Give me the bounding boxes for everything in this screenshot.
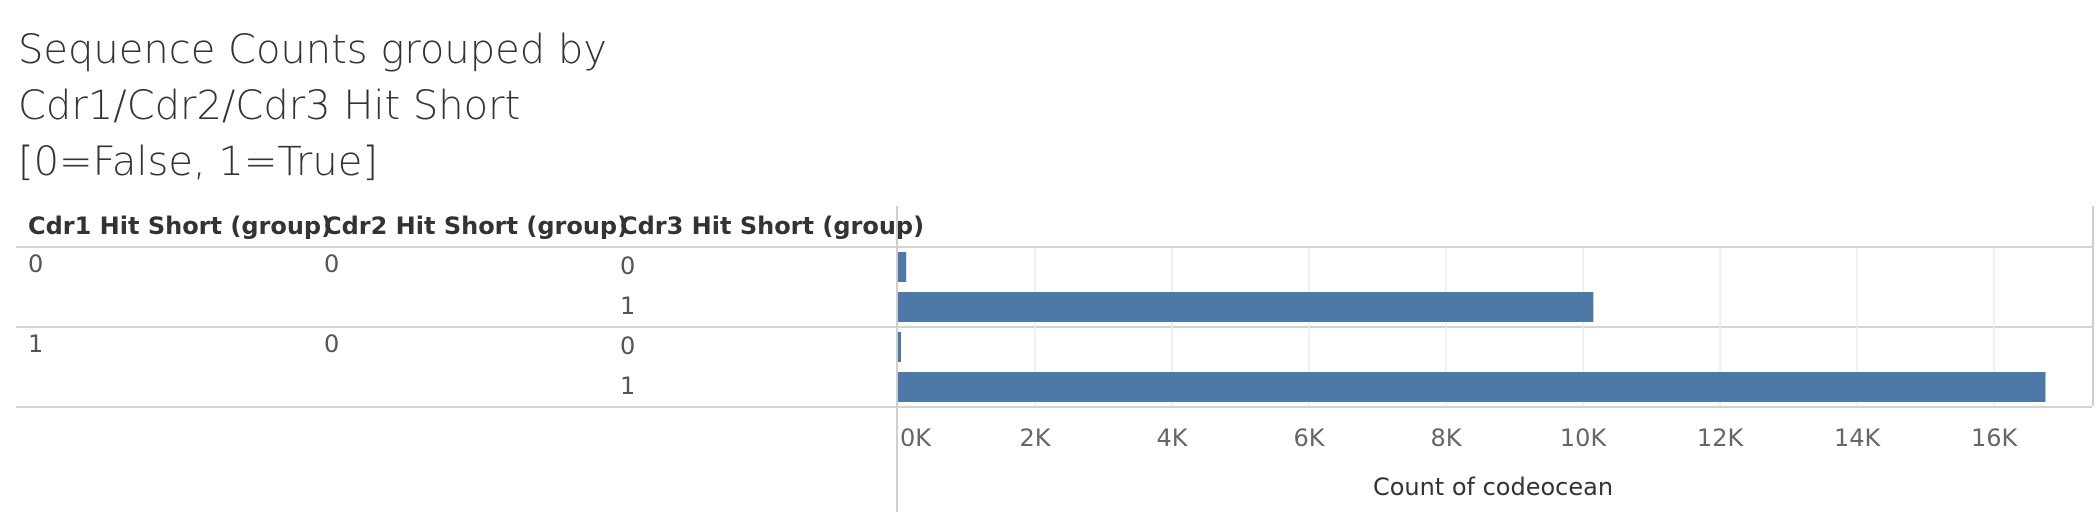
x-tick-label: 0K	[900, 424, 932, 452]
row-2-cdr2: 0	[324, 330, 340, 358]
x-tick-label: 6K	[1294, 424, 1326, 452]
x-tick-label: 14K	[1834, 424, 1882, 452]
title-line-2: Cdr1/Cdr2/Cdr3 Hit Short	[18, 83, 521, 129]
header-cdr3: Cdr3 Hit Short (group)	[620, 212, 925, 240]
header-cdr2: Cdr2 Hit Short (group)	[324, 212, 629, 240]
header-cdr1: Cdr1 Hit Short (group)	[28, 212, 333, 240]
chart-left-border	[896, 206, 898, 512]
row-2-cdr3: 0	[620, 332, 636, 360]
group-rule-2	[16, 406, 2092, 408]
row-1-cdr3: 1	[620, 292, 636, 320]
bar-3[interactable]	[898, 372, 2046, 402]
header-rule	[16, 246, 2092, 248]
bar-1[interactable]	[898, 292, 1594, 322]
x-tick-label: 4K	[1157, 424, 1189, 452]
title-line-3: [0=False, 1=True]	[18, 139, 378, 185]
group-rule-1	[16, 326, 2092, 328]
bar-2[interactable]	[898, 332, 901, 362]
title-line-1: Sequence Counts grouped by	[18, 27, 607, 73]
row-0-cdr1: 0	[28, 250, 44, 278]
x-tick-label: 16K	[1971, 424, 2019, 452]
x-tick-label: 10K	[1560, 424, 1608, 452]
row-0-cdr3: 0	[620, 252, 636, 280]
x-tick-label: 2K	[1020, 424, 1052, 452]
chart-right-border	[2092, 206, 2094, 406]
row-3-cdr3: 1	[620, 372, 636, 400]
bar-0[interactable]	[898, 252, 907, 282]
x-axis-ticks: 0K 2K 4K 6K 8K 10K 12K 14K 16K	[900, 424, 2018, 452]
x-tick-label: 8K	[1431, 424, 1463, 452]
row-2-cdr1: 1	[28, 330, 44, 358]
x-axis-title: Count of codeocean	[1373, 473, 1613, 501]
row-0-cdr2: 0	[324, 250, 340, 278]
chart-title: Sequence Counts grouped by Cdr1/Cdr2/Cdr…	[18, 22, 607, 190]
bars	[898, 252, 2046, 402]
x-tick-label: 12K	[1697, 424, 1745, 452]
